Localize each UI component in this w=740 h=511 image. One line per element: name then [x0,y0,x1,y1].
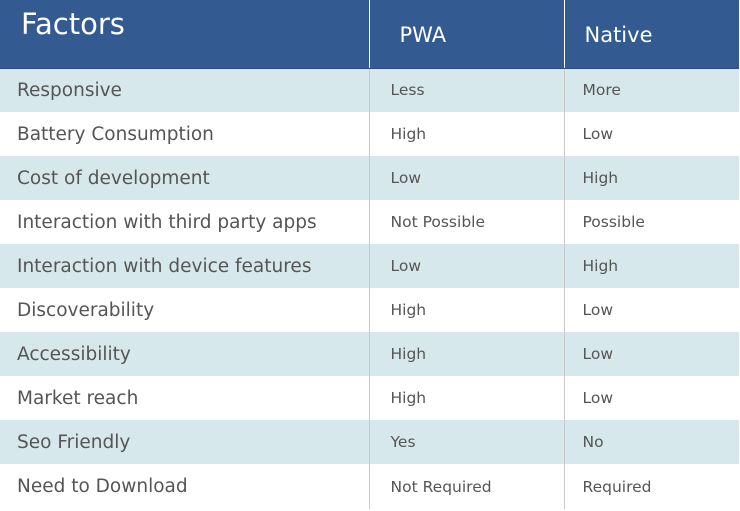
table-row: Accessibility High Low [0,332,739,376]
table-row: Need to Download Not Required Required [0,464,739,509]
table-row: Cost of development Low High [0,156,739,200]
factor-cell: Accessibility [0,332,369,376]
factor-cell: Cost of development [0,156,369,200]
factor-cell: Seo Friendly [0,420,369,464]
native-cell: Low [563,376,739,420]
column-header-native: Native [563,0,739,69]
factor-cell: Interaction with device features [0,244,369,288]
pwa-cell: Not Possible [368,200,564,244]
native-cell: More [563,68,739,112]
pwa-cell: High [368,288,564,332]
factor-cell: Need to Download [0,464,369,509]
native-cell: Low [563,332,739,376]
table-row: Discoverability High Low [0,288,739,332]
table-row: Battery Consumption High Low [0,112,739,156]
column-header-factors: Factors [0,0,369,69]
pwa-cell: Low [368,156,564,200]
table-body: Responsive Less More Battery Consumption Hig… [0,68,739,509]
pwa-cell: Not Required [368,464,564,509]
pwa-cell: Yes [368,420,564,464]
native-cell: Possible [563,200,739,244]
native-cell: High [563,244,739,288]
pwa-cell: High [368,376,564,420]
pwa-cell: Less [368,68,564,112]
native-cell: High [563,156,739,200]
factor-cell: Battery Consumption [0,112,369,156]
factor-cell: Discoverability [0,288,369,332]
table-row: Interaction with third party apps Not Pos… [0,200,739,244]
factor-cell: Market reach [0,376,369,420]
native-cell: Required [563,464,739,509]
factor-cell: Responsive [0,68,369,112]
factor-cell: Interaction with third party apps [0,200,369,244]
column-header-pwa: PWA [368,0,564,69]
header-row: Factors PWA Native [0,0,739,69]
native-cell: No [563,420,739,464]
pwa-cell: Low [368,244,564,288]
pwa-cell: High [368,332,564,376]
native-cell: Low [563,288,739,332]
table-row: Interaction with device features Low High [0,244,739,288]
table-header: Factors PWA Native [0,0,739,69]
native-cell: Low [563,112,739,156]
table-row: Seo Friendly Yes No [0,420,739,464]
pwa-cell: High [368,112,564,156]
table-row: Market reach High Low [0,376,739,420]
table-row: Responsive Less More [0,68,739,112]
